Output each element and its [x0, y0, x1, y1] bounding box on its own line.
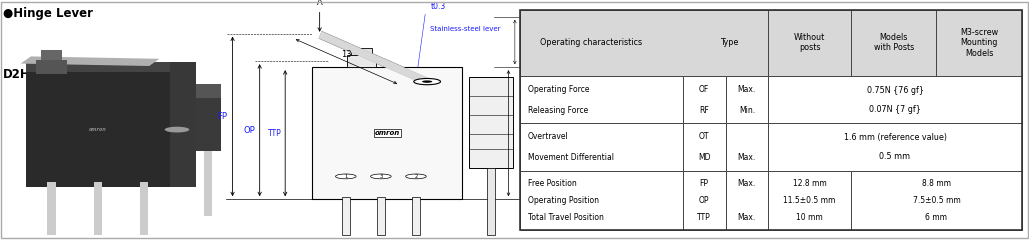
Bar [725, 171, 769, 230]
Bar [41, 50, 62, 60]
Text: Releasing Force: Releasing Force [528, 106, 588, 114]
Bar [769, 10, 851, 76]
Text: Operating characteristics: Operating characteristics [539, 38, 642, 47]
Text: 8.8 mm: 8.8 mm [922, 179, 951, 188]
Bar [520, 123, 683, 171]
Bar [683, 171, 725, 230]
Text: Total Travel Position: Total Travel Position [528, 213, 604, 222]
Text: 0.5 mm: 0.5 mm [880, 152, 911, 161]
Circle shape [335, 174, 356, 179]
Text: t0.3: t0.3 [430, 2, 446, 11]
Text: Max.: Max. [738, 85, 756, 94]
Text: 1: 1 [344, 174, 348, 179]
Circle shape [414, 78, 440, 85]
Text: RF: RF [700, 106, 709, 114]
Bar [520, 10, 769, 76]
Bar [196, 98, 221, 151]
Bar [468, 77, 513, 168]
Text: 13: 13 [342, 50, 352, 59]
Text: TTP: TTP [269, 129, 282, 138]
Text: (0.4): (0.4) [526, 111, 544, 120]
Text: 2: 2 [415, 174, 418, 179]
Bar [769, 171, 851, 230]
Circle shape [370, 174, 391, 179]
Text: Max.: Max. [738, 179, 756, 188]
Bar [348, 55, 377, 67]
Text: Free Position: Free Position [528, 179, 576, 188]
Circle shape [422, 80, 432, 83]
Bar [312, 67, 462, 199]
Text: 10 mm: 10 mm [796, 213, 823, 222]
Bar [36, 60, 67, 74]
Text: Max.: Max. [738, 213, 756, 222]
Text: Operating Position: Operating Position [528, 196, 599, 205]
Bar [204, 151, 212, 216]
Bar [683, 76, 725, 123]
Text: Type: Type [720, 38, 739, 47]
Text: OT: OT [699, 132, 709, 141]
Bar [520, 10, 1022, 230]
Circle shape [405, 174, 426, 179]
Text: 7.5±0.5 mm: 7.5±0.5 mm [913, 196, 960, 205]
Text: OP: OP [244, 126, 255, 135]
Bar [725, 76, 769, 123]
Bar [487, 168, 495, 235]
Text: 0.75N {76 gf}: 0.75N {76 gf} [866, 86, 923, 95]
Text: Stainless-steel lever: Stainless-steel lever [430, 26, 501, 32]
Text: Min.: Min. [739, 106, 755, 114]
Bar [94, 182, 102, 235]
Text: Movement Differential: Movement Differential [528, 153, 614, 162]
Bar [851, 10, 936, 76]
Text: FP: FP [217, 112, 227, 121]
Text: MD: MD [698, 153, 710, 162]
Bar [412, 197, 420, 235]
Text: 3.4: 3.4 [522, 37, 534, 47]
Bar [342, 197, 350, 235]
Bar [170, 62, 196, 187]
Text: 6 mm: 6 mm [925, 213, 948, 222]
Bar [936, 10, 1022, 76]
Bar [196, 84, 221, 98]
Text: 7: 7 [526, 130, 531, 139]
Bar [725, 123, 769, 171]
Bar [769, 76, 1022, 123]
Text: Without
posts: Without posts [794, 33, 825, 52]
Bar [377, 197, 385, 235]
Text: 0.07N {7 gf}: 0.07N {7 gf} [870, 105, 921, 114]
Text: D2HW-□21□□: D2HW-□21□□ [3, 67, 98, 80]
Bar [851, 171, 1022, 230]
Bar [140, 182, 148, 235]
Text: TTP: TTP [698, 213, 711, 222]
Text: Overtravel: Overtravel [528, 132, 569, 141]
Circle shape [165, 127, 189, 132]
Text: (1.15): (1.15) [526, 65, 548, 74]
Text: 11.5±0.5 mm: 11.5±0.5 mm [783, 196, 836, 205]
Bar [769, 123, 1022, 171]
Bar [352, 48, 372, 55]
Bar [520, 171, 683, 230]
Text: FP: FP [700, 179, 709, 188]
Text: omron: omron [88, 127, 107, 132]
Text: Models
with Posts: Models with Posts [874, 33, 914, 52]
Text: omron: omron [375, 130, 400, 136]
Bar [683, 123, 725, 171]
Text: M3-screw
Mounting
Models: M3-screw Mounting Models [960, 28, 998, 58]
Text: 12.8 mm: 12.8 mm [792, 179, 826, 188]
Polygon shape [21, 56, 159, 66]
Bar [26, 72, 170, 187]
Bar [47, 182, 56, 235]
Text: Max.: Max. [738, 153, 756, 162]
Text: ●Hinge Lever: ●Hinge Lever [3, 7, 93, 20]
Text: 1.6 mm (reference value): 1.6 mm (reference value) [844, 133, 947, 142]
Text: 3: 3 [380, 174, 383, 179]
Text: Operating Force: Operating Force [528, 85, 590, 94]
Text: A: A [317, 0, 322, 7]
Bar [26, 62, 170, 72]
Bar [520, 76, 683, 123]
Text: OF: OF [699, 85, 709, 94]
Text: OP: OP [699, 196, 709, 205]
